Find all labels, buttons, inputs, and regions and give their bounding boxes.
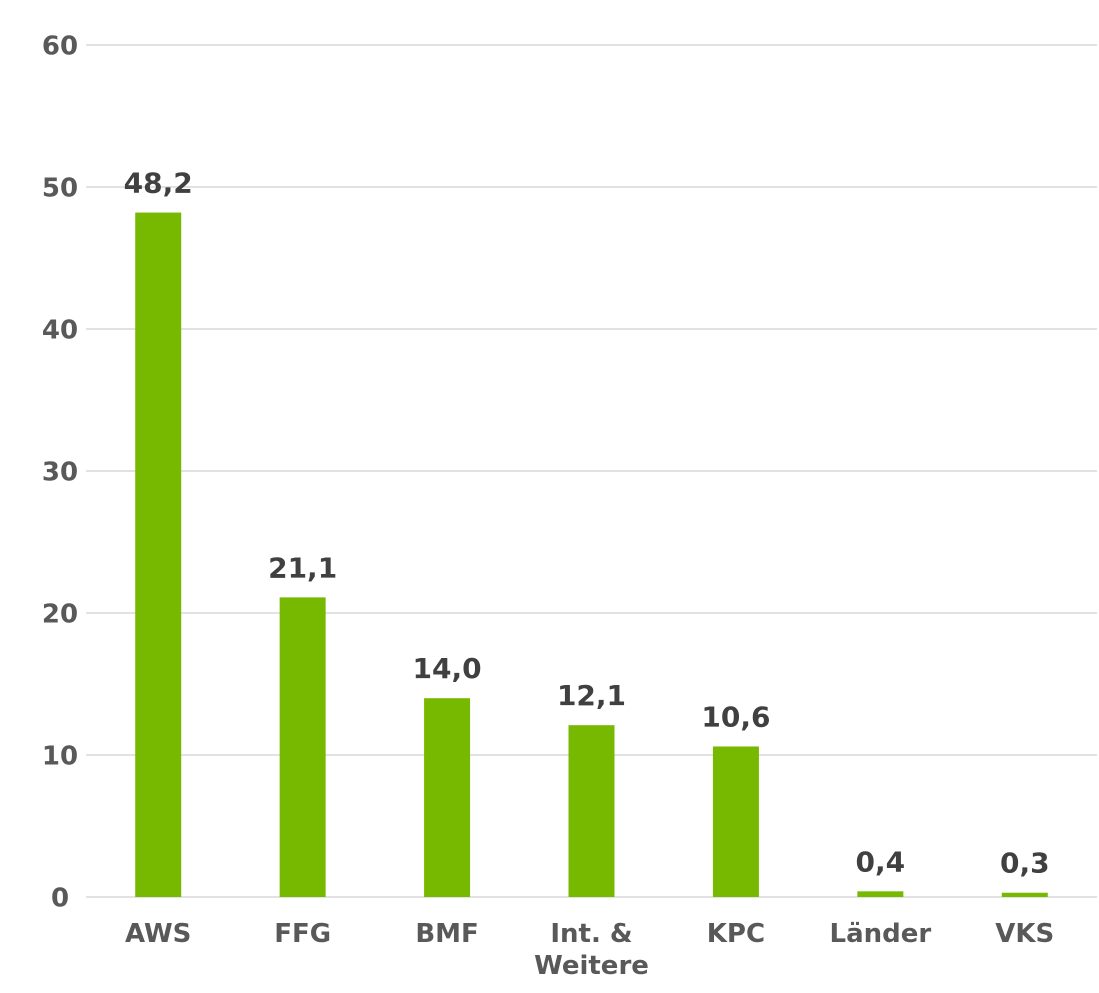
bar: [857, 891, 904, 897]
x-tick-label: FFG: [274, 919, 332, 949]
value-label: 0,4: [856, 845, 906, 878]
x-tick-label: AWS: [125, 919, 192, 949]
y-tick-label: 50: [42, 174, 78, 204]
value-label: 48,2: [124, 167, 193, 200]
bar: [424, 698, 471, 897]
value-label: 0,3: [1000, 847, 1050, 880]
bar: [568, 725, 615, 897]
y-tick-label: 40: [42, 316, 78, 346]
value-label: 10,6: [701, 700, 770, 733]
x-tick-label: BMF: [415, 919, 479, 949]
x-tick-label: Länder: [829, 919, 932, 949]
y-tick-label: 30: [42, 458, 78, 488]
y-tick-label: 60: [42, 32, 78, 62]
x-tick-label: KPC: [706, 919, 766, 949]
value-label: 12,1: [557, 679, 626, 712]
y-tick-label: 10: [42, 742, 78, 772]
value-label: 21,1: [268, 551, 337, 584]
bar: [279, 597, 326, 897]
y-tick-label: 20: [42, 600, 78, 630]
y-tick-label: 0: [51, 884, 69, 914]
bar: [1001, 892, 1048, 897]
bar: [135, 212, 182, 897]
bar: [712, 746, 759, 897]
value-label: 14,0: [413, 652, 482, 685]
x-tick-label: VKS: [995, 919, 1055, 949]
x-tick-label: Int. & Weitere: [534, 919, 649, 981]
